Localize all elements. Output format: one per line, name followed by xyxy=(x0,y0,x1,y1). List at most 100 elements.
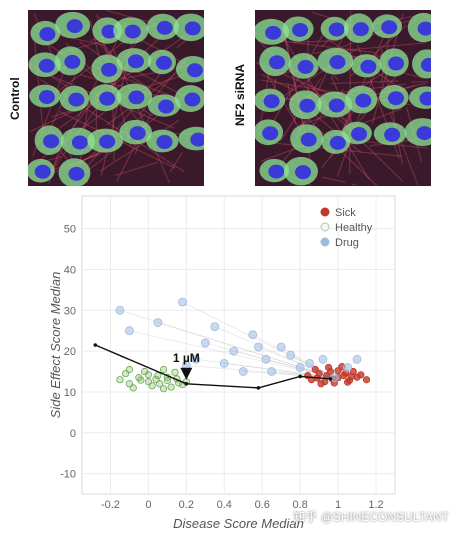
point-drug xyxy=(210,322,220,332)
point-sick xyxy=(325,363,333,372)
y-tick-label: 50 xyxy=(64,224,76,236)
nf2-cell-nucleus xyxy=(262,126,279,141)
point-sick xyxy=(317,380,325,388)
point-drug xyxy=(229,346,239,356)
control-cell-nucleus xyxy=(68,92,85,107)
nf2-cell-nucleus xyxy=(263,94,280,109)
nf2-cell-nucleus xyxy=(328,98,345,113)
x-tick-label: 0.6 xyxy=(255,499,270,511)
nf2-cell-nucleus xyxy=(328,22,345,37)
watermark-text: 知乎 @SHINECONSULTANT xyxy=(293,510,449,524)
point-drug xyxy=(267,367,277,376)
nf2-cell-nucleus xyxy=(388,56,405,71)
nf2-cell-nucleus xyxy=(292,22,309,37)
nf2-cell-nucleus xyxy=(265,25,282,40)
control-cell-nucleus xyxy=(101,62,118,77)
nf2-cell-nucleus xyxy=(299,98,316,113)
x-tick-label: 1.2 xyxy=(368,499,383,511)
nf2-cell-nucleus xyxy=(420,57,431,72)
y-axis-label: Side Effect Score Median xyxy=(48,272,63,419)
nf2-cell-nucleus xyxy=(384,127,401,142)
y-tick-label: 30 xyxy=(64,305,76,317)
nf2-cell-nucleus xyxy=(297,59,314,74)
path-vertex xyxy=(184,381,189,386)
control-cell-nucleus xyxy=(101,24,118,39)
nf2-cell-nucleus xyxy=(416,126,431,141)
annotation-label: 1 µM xyxy=(173,351,200,365)
control-cell-nucleus xyxy=(184,21,201,36)
legend-label-drug: Drug xyxy=(335,237,359,249)
nf2-cell-nucleus xyxy=(355,93,372,108)
point-drug xyxy=(352,354,362,364)
point-drug xyxy=(238,367,248,376)
point-healthy xyxy=(152,375,160,383)
nf2-cell-nucleus xyxy=(419,91,431,106)
x-tick-label: 0 xyxy=(145,499,151,511)
path-vertex xyxy=(93,343,98,347)
x-tick-label: 0.2 xyxy=(179,499,194,511)
nf2-cell-nucleus xyxy=(417,21,431,36)
point-sick xyxy=(334,367,342,375)
point-drug xyxy=(178,297,187,307)
x-tick-label: 1 xyxy=(335,499,341,511)
nf2-cell-nucleus xyxy=(295,165,312,180)
control-cell-nucleus xyxy=(39,27,56,42)
control-cell-nucleus xyxy=(158,99,175,114)
point-drug xyxy=(305,358,315,368)
control-cell-nucleus xyxy=(155,55,172,70)
plot-area xyxy=(81,195,396,495)
legend-marker-drug xyxy=(320,237,330,247)
control-cell-nucleus xyxy=(38,58,55,73)
nf2-cell-nucleus xyxy=(269,55,286,70)
control-cell-nucleus xyxy=(64,54,81,69)
control-cell-nucleus xyxy=(99,91,116,106)
point-drug xyxy=(276,342,286,352)
point-healthy xyxy=(159,385,168,393)
nf2-cell-nucleus xyxy=(381,20,398,35)
nf2-sirna-microscopy-image xyxy=(255,10,431,186)
point-healthy xyxy=(144,371,152,379)
drug-trajectory-line xyxy=(195,358,335,379)
control-microscopy-image xyxy=(28,10,204,186)
y-tick-label: 40 xyxy=(64,264,76,276)
x-axis-label: Disease Score Median xyxy=(173,516,304,531)
control-cell-nucleus xyxy=(190,132,204,147)
nf2-cell-nucleus xyxy=(268,164,285,179)
nf2-cell-nucleus xyxy=(352,22,369,37)
control-cell-nucleus xyxy=(124,24,141,39)
nf2-cell-nucleus xyxy=(351,127,368,142)
legend-marker-healthy xyxy=(320,222,330,232)
control-cell-nucleus xyxy=(156,20,173,35)
control-cell-nucleus xyxy=(156,134,173,149)
point-drug xyxy=(153,318,163,327)
path-vertex xyxy=(298,374,302,379)
annotation-arrow xyxy=(180,367,193,380)
control-cell-nucleus xyxy=(99,134,116,149)
control-cell-nucleus xyxy=(66,19,83,34)
nf2-cell-nucleus xyxy=(329,135,346,150)
point-drug xyxy=(248,330,258,340)
legend-label-healthy: Healthy xyxy=(335,222,373,234)
nf2-cell-nucleus xyxy=(300,132,317,147)
point-drug xyxy=(295,363,305,372)
control-label: Control xyxy=(8,77,22,120)
point-drug xyxy=(343,363,352,372)
path-vertex xyxy=(256,386,261,390)
control-cell-nucleus xyxy=(129,126,146,141)
point-healthy xyxy=(159,365,168,374)
control-cell-nucleus xyxy=(127,54,144,69)
control-cell-nucleus xyxy=(128,90,145,105)
control-cell-nucleus xyxy=(184,92,201,107)
y-tick-label: 10 xyxy=(64,387,76,399)
control-cell-nucleus xyxy=(68,166,85,181)
x-tick-label: 0.8 xyxy=(293,499,308,511)
point-sick xyxy=(347,372,355,381)
x-tick-label: 0.4 xyxy=(217,499,232,511)
point-healthy xyxy=(129,384,137,392)
point-drug xyxy=(318,354,328,364)
point-healthy xyxy=(156,380,164,388)
nf2-sirna-label: NF2 siRNA xyxy=(233,63,247,126)
point-sick xyxy=(362,376,371,384)
scatter-chart: -0.2 0 0.2 0.4 0.6 0.8 1 1.2 -10 0 10 20 30 40 50 Disea… xyxy=(48,195,396,531)
control-cell-nucleus xyxy=(43,134,60,149)
